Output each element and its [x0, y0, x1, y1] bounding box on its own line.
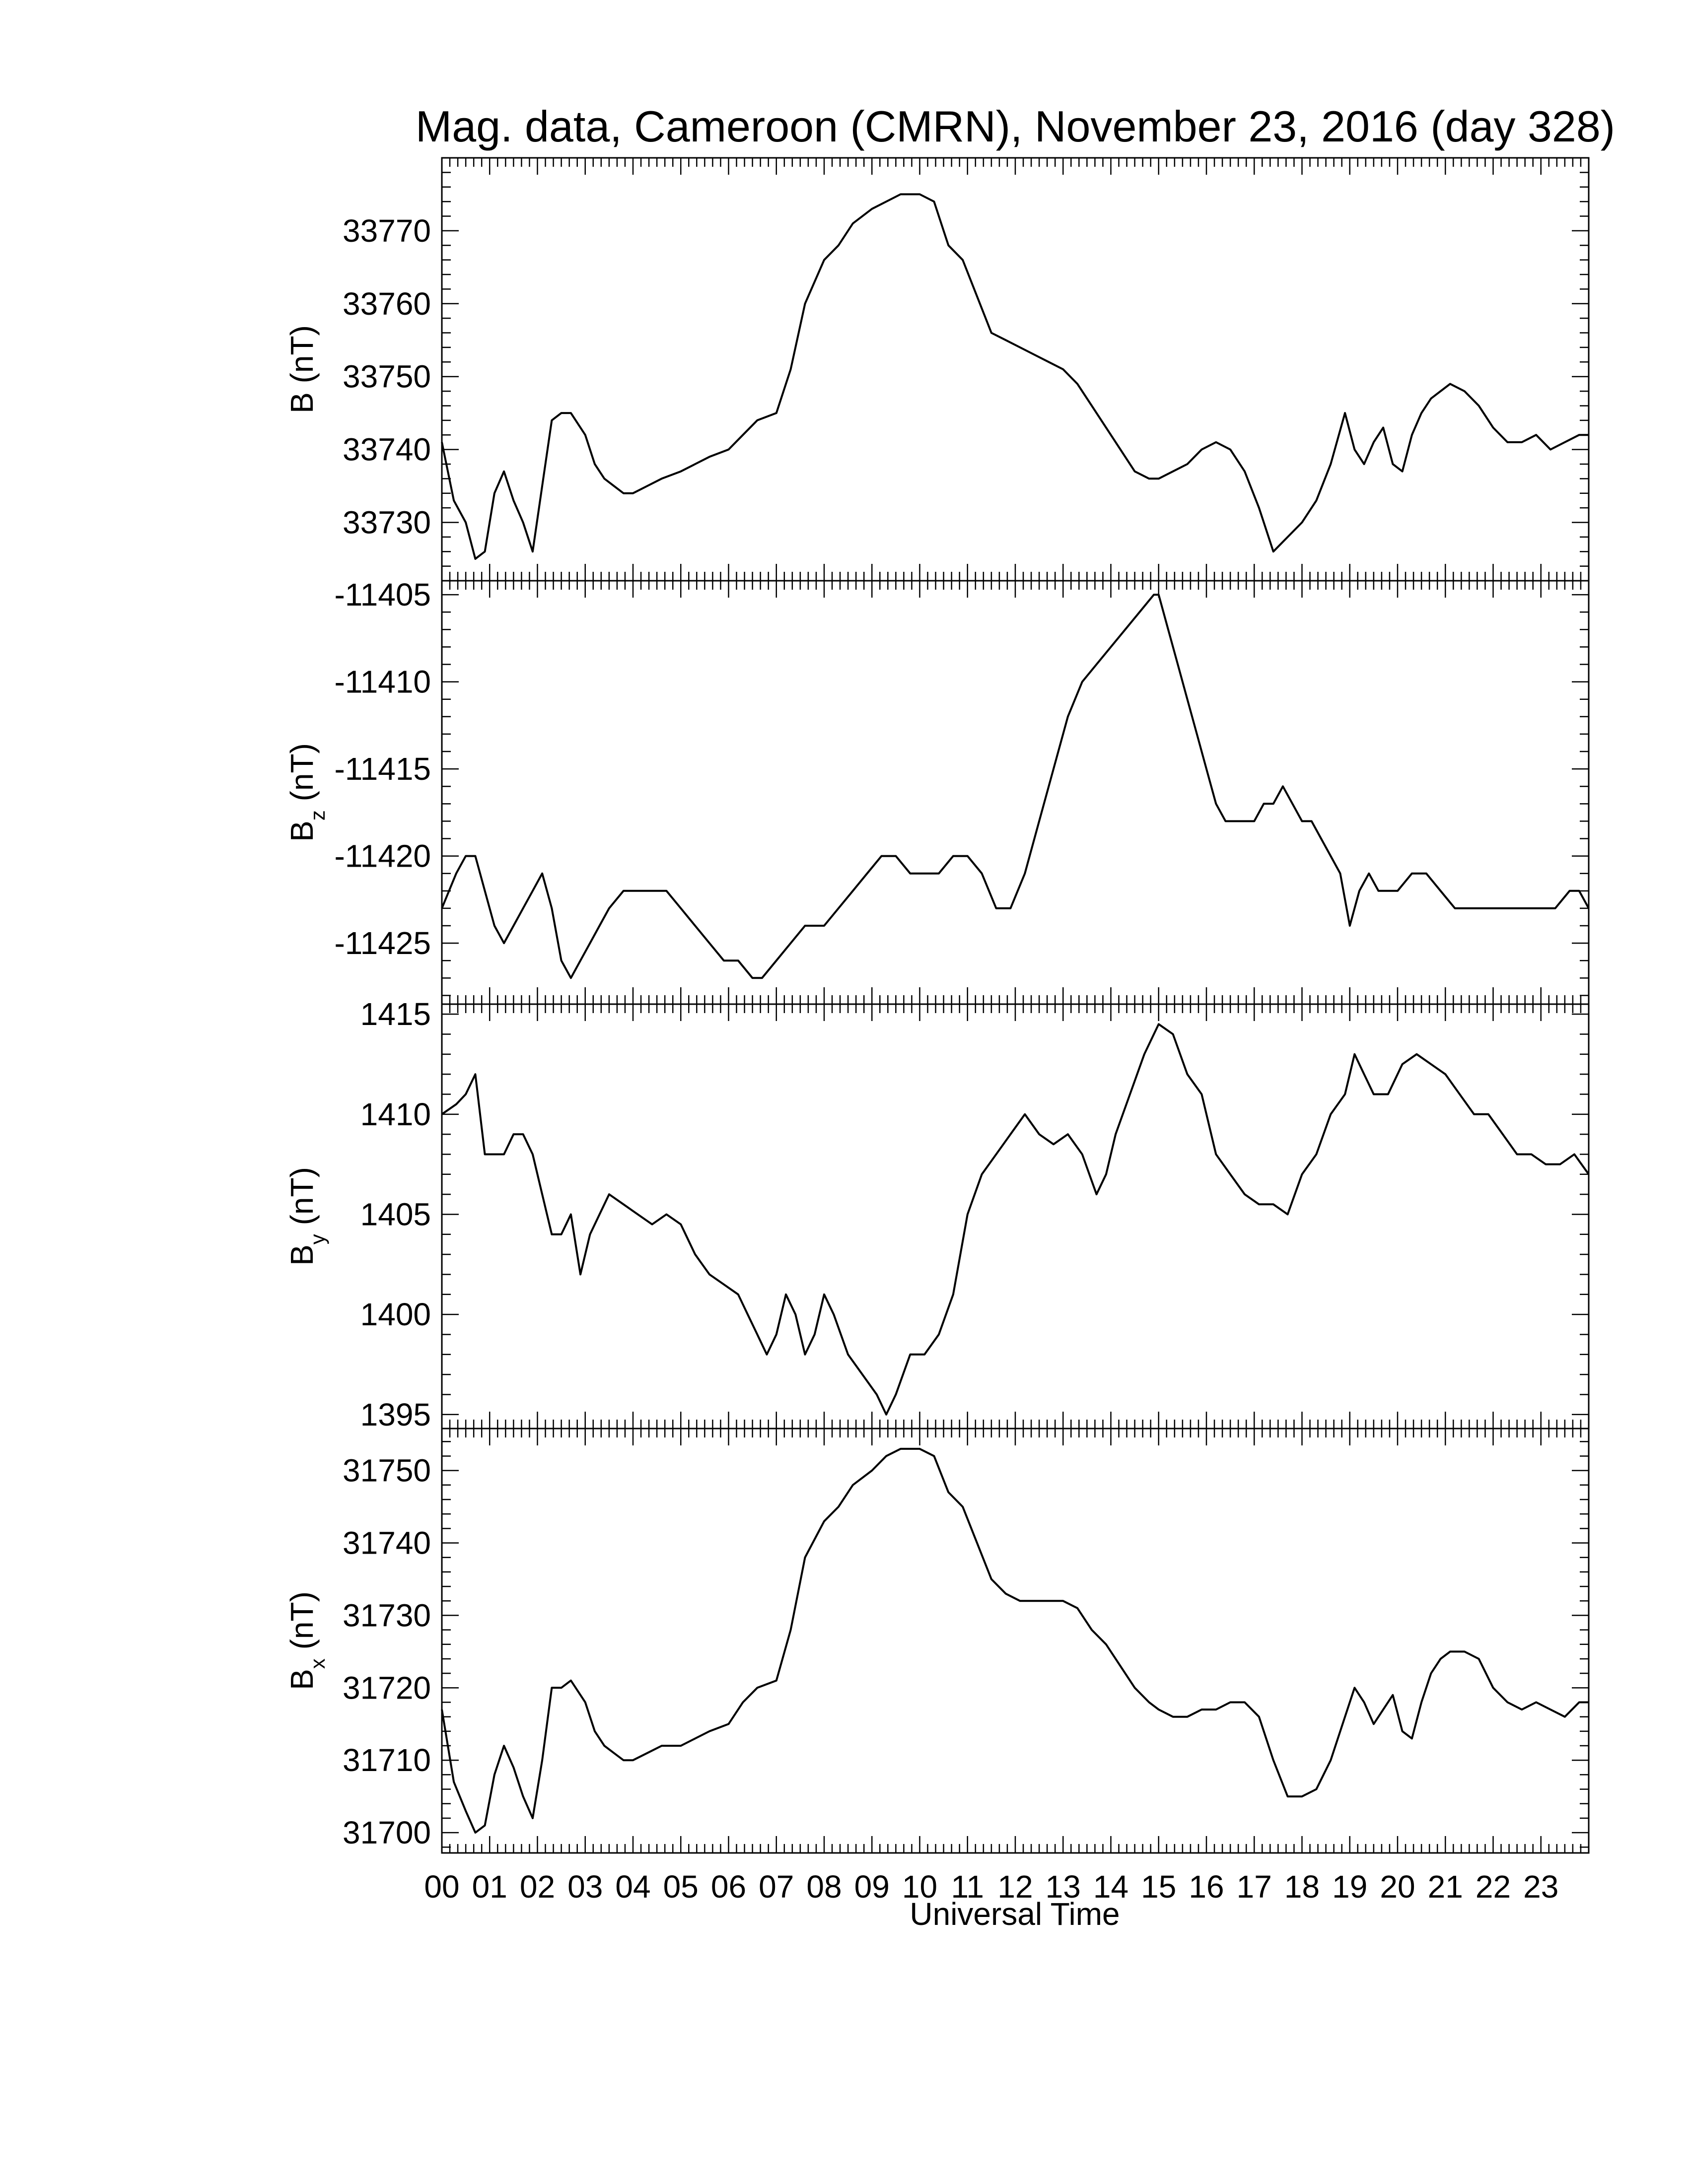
y-tick-label: 1400 [360, 1297, 431, 1332]
y-tick-label: -11420 [334, 838, 431, 874]
x-tick-label: 02 [520, 1869, 555, 1905]
y-tick-label: 33750 [343, 359, 431, 395]
y-tick-label: -11415 [334, 751, 431, 787]
x-tick-label: 05 [663, 1869, 699, 1905]
y-tick-label: 31720 [343, 1670, 431, 1706]
panel-3: 1395 1400 1405 1410 1415 By (nT) [284, 996, 1590, 1433]
plot-frame [441, 1003, 1590, 1430]
panel-2: -11425 -11420 -11415 -11410 -11405 Bz (nT) [284, 577, 1590, 1005]
x-tick-label: 06 [711, 1869, 746, 1905]
y-tick-label: 33770 [343, 213, 431, 249]
x-tick-label: 10 [902, 1869, 937, 1905]
y-tick-label: 1410 [360, 1096, 431, 1132]
x-tick-label: 08 [806, 1869, 842, 1905]
x-axis-label: Universal Time [910, 1896, 1120, 1932]
y-tick-label: 33740 [343, 432, 431, 468]
x-tick-label: 13 [1046, 1869, 1081, 1905]
x-tick-label: 19 [1332, 1869, 1367, 1905]
x-tick-label: 14 [1093, 1869, 1128, 1905]
series-line-4 [441, 1447, 1589, 1834]
y-axis-label: Bx (nT) [284, 1591, 329, 1690]
y-tick-label: 1415 [360, 996, 431, 1032]
x-tick-label: 07 [759, 1869, 794, 1905]
chart-title: Mag. data, Cameroon (CMRN), November 23,… [416, 102, 1615, 151]
x-tick-label: 11 [951, 1869, 984, 1905]
y-tick-label: 33730 [343, 504, 431, 540]
x-tick-label: 16 [1189, 1869, 1224, 1905]
plot-frame [441, 157, 1590, 582]
series-line-2 [441, 594, 1590, 979]
x-tick-label: 00 [424, 1869, 459, 1905]
y-tick-label: 1395 [360, 1397, 431, 1433]
y-tick-label: 31730 [343, 1597, 431, 1633]
x-tick-label: 20 [1380, 1869, 1415, 1905]
y-tick-label: 31710 [343, 1742, 431, 1778]
y-tick-label: 33760 [343, 286, 431, 322]
y-tick-label: 1405 [360, 1196, 431, 1232]
x-tick-label: 09 [854, 1869, 890, 1905]
plot-frame [441, 1428, 1590, 1854]
y-axis-label: B (nT) [284, 325, 320, 413]
y-axis-label: Bz (nT) [284, 743, 329, 842]
y-tick-label: 31750 [343, 1453, 431, 1489]
x-tick-label: 21 [1428, 1869, 1463, 1905]
x-tick-label: 03 [567, 1869, 603, 1905]
panel-1: 33730 33740 33750 33760 33770 B (nT) [284, 157, 1590, 582]
y-tick-label: 31740 [343, 1525, 431, 1561]
y-tick-label: -11410 [334, 664, 431, 700]
y-tick-label: 31700 [343, 1815, 431, 1850]
plot-frame [441, 580, 1590, 1005]
x-tick-label: 04 [615, 1869, 650, 1905]
y-tick-label: -11405 [334, 577, 431, 613]
x-tick-label: 22 [1476, 1869, 1511, 1905]
x-tick-label: 23 [1523, 1869, 1558, 1905]
series-line-1 [441, 193, 1589, 560]
x-tick-label: 01 [472, 1869, 507, 1905]
y-axis-label: By (nT) [284, 1167, 329, 1266]
x-tick-label: 17 [1237, 1869, 1272, 1905]
series-line-3 [441, 1023, 1590, 1416]
y-tick-label: -11425 [334, 925, 431, 961]
panel-4: 31700 31710 31720 31730 31740 31750 Bx (nT) [284, 1428, 1590, 1854]
x-tick-label: 18 [1284, 1869, 1320, 1905]
x-tick-label: 15 [1141, 1869, 1176, 1905]
x-tick-label: 12 [997, 1869, 1033, 1905]
